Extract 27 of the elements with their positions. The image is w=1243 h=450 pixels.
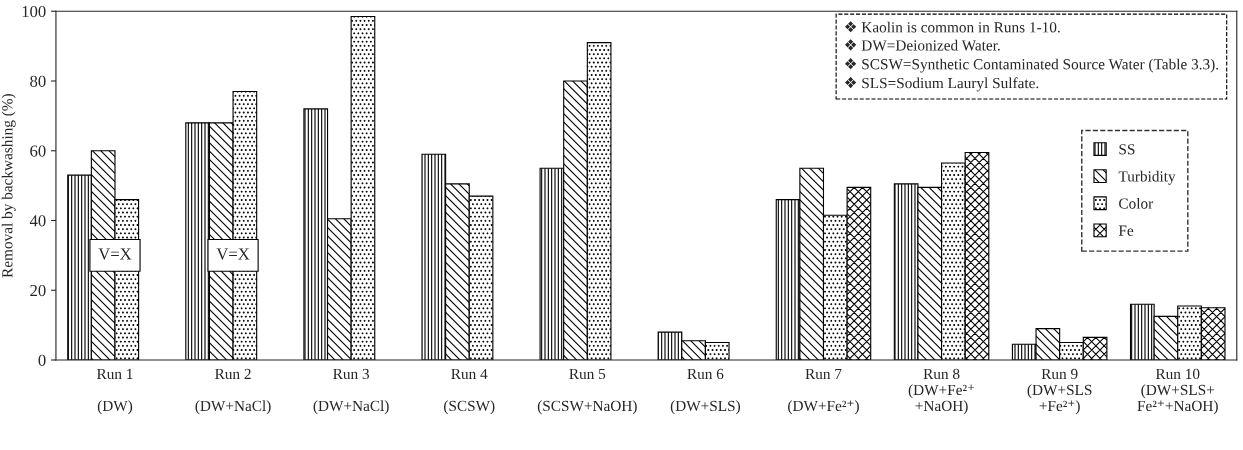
y-axis-title: Removal by backwashing (%) bbox=[1, 94, 16, 278]
category-label: Run 1 (DW) bbox=[96, 368, 133, 415]
category-label: Run 4 (SCSW) bbox=[444, 368, 495, 415]
y-tick-label: 20 bbox=[30, 284, 46, 297]
x-tick-label: Run 10 (DW+SLS+ Fe²⁺+NaOH) bbox=[1137, 368, 1218, 415]
annotation: ❖ SCSW=Synthetic Contaminated Source Water (Table 3.3). bbox=[845, 58, 1219, 73]
y-tick-label: 80 bbox=[30, 75, 46, 87]
annotation: ❖ Kaolin is common in Runs 1-10. bbox=[845, 21, 1060, 33]
y-tick-label: 100 bbox=[22, 5, 46, 18]
annotation: V=X bbox=[216, 248, 250, 260]
x-tick-label: Run 9 (DW+SLS +Fe²⁺) bbox=[1027, 368, 1092, 415]
legend-label: SS bbox=[1119, 144, 1135, 155]
annotation: ❖ SLS=Sodium Lauryl Sulfate. bbox=[845, 76, 1039, 92]
y-tick-label: 40 bbox=[29, 215, 46, 227]
y-tick-label: 0 bbox=[38, 354, 46, 366]
legend-label: Turbidity bbox=[1118, 170, 1176, 185]
category-label: Run 6 (DW+SLS) bbox=[670, 368, 741, 415]
legend-label: Fe bbox=[1118, 225, 1134, 236]
legend-label: Color bbox=[1119, 197, 1154, 209]
y-tick-label: 60 bbox=[30, 145, 46, 157]
annotation: V=X bbox=[98, 248, 132, 260]
category-label: Run 2 (DW+NaCl) bbox=[195, 368, 271, 415]
category-label: Run 3 (DW+NaCl) bbox=[313, 368, 389, 415]
category-label: Run 7 (DW+Fe²⁺) bbox=[788, 368, 859, 415]
x-tick-label: Run 8 (DW+Fe²⁺ +NaOH) bbox=[908, 368, 975, 415]
annotation: ❖ DW=Deionized Water. bbox=[845, 39, 1000, 51]
category-label: Run 5 (SCSW+NaOH) bbox=[537, 368, 637, 415]
